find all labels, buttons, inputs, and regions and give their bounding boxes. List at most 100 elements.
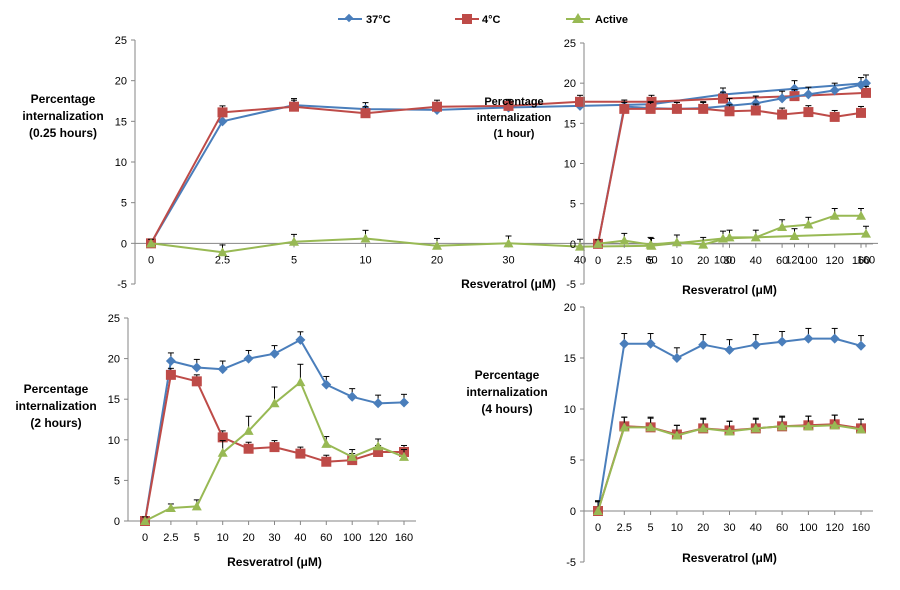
chart-title-line: Percentage (31, 92, 96, 106)
x-axis-title: Resveratrol (μM) (682, 551, 777, 565)
data-point (750, 339, 761, 350)
x-tick-label: 40 (750, 522, 762, 534)
y-tick-label: 10 (108, 435, 120, 447)
data-point (698, 103, 709, 114)
x-tick-label: 20 (697, 522, 709, 534)
data-point (347, 451, 358, 461)
data-point (432, 101, 442, 112)
data-point (619, 338, 630, 349)
data-point (217, 364, 228, 375)
data-point (503, 238, 514, 248)
data-point (856, 210, 866, 220)
data-point (321, 456, 332, 467)
data-point (724, 106, 735, 117)
x-tick-label: 40 (750, 255, 762, 267)
x-axis-title: Resveratrol (μM) (227, 555, 322, 569)
data-point (861, 228, 871, 238)
data-point (146, 238, 156, 248)
y-tick-label: 25 (564, 38, 576, 50)
y-tick-label: -5 (566, 557, 576, 569)
legend-triangle-marker (572, 13, 584, 23)
data-point (243, 353, 254, 364)
data-point (217, 247, 228, 257)
x-tick-label: 10 (359, 254, 371, 266)
data-point (645, 422, 656, 432)
series-line (597, 424, 862, 512)
legend-label-active: Active (595, 14, 628, 26)
series-line (597, 107, 862, 244)
y-tick-label: 15 (108, 394, 120, 406)
data-point (645, 338, 656, 349)
x-tick-label: 2.5 (617, 522, 632, 534)
x-axis-title: Resveratrol (μM) (461, 277, 556, 291)
x-tick-label: 100 (799, 255, 817, 267)
data-point (373, 398, 384, 409)
x-tick-label: 5 (648, 255, 654, 267)
y-tick-label: -5 (566, 279, 576, 291)
chart-4: -5 0 5 10 15 20 0 2.5 5 10 20 30 40 60 100 120 160 Resver… (466, 302, 873, 569)
data-point (191, 376, 202, 387)
data-point (777, 221, 788, 231)
chart-title-line: internalization (22, 109, 103, 123)
y-tick-label: 5 (114, 475, 120, 487)
chart-3: 0 5 10 15 20 25 0 2.5 5 10 20 30 40 60 100 120 160 Resver… (15, 313, 416, 569)
y-tick-label: 0 (570, 506, 576, 518)
x-tick-label: 30 (268, 532, 280, 544)
series-active (146, 225, 871, 257)
series-37c (593, 327, 866, 516)
x-tick-label: 10 (671, 522, 683, 534)
data-point (645, 103, 656, 114)
data-point (856, 340, 866, 351)
series-line (597, 423, 862, 512)
data-point (829, 111, 840, 122)
x-tick-label: 120 (826, 522, 844, 534)
x-tick-label: 120 (826, 255, 844, 267)
data-point (829, 210, 840, 220)
chart-title-line: (4 hours) (481, 402, 532, 416)
chart-title-line: (2 hours) (30, 416, 81, 430)
x-tick-label: 20 (242, 532, 254, 544)
x-tick-label: 0 (148, 254, 154, 266)
y-tick-label: 25 (108, 313, 120, 325)
x-tick-label: 160 (852, 522, 870, 534)
chart-title-line: internalization (466, 385, 547, 399)
x-tick-label: 60 (776, 255, 788, 267)
data-point (698, 339, 709, 350)
data-point (619, 422, 630, 432)
y-tick-label: 0 (570, 239, 576, 251)
x-tick-label: 60 (776, 522, 788, 534)
chart-title: Percentage internalization (0.25 hours) (22, 92, 103, 140)
chart-title: Percentage internalization (4 hours) (466, 368, 547, 416)
data-point (289, 236, 299, 246)
y-tick-label: 10 (115, 157, 127, 169)
legend-diamond-marker (344, 13, 354, 23)
x-tick-label: 100 (799, 522, 817, 534)
data-point (217, 447, 228, 457)
series-37c (140, 331, 409, 526)
data-point (777, 336, 788, 347)
x-tick-label: 160 (857, 254, 875, 266)
data-point (718, 93, 728, 104)
data-point (217, 432, 228, 443)
x-tick-label: 10 (671, 255, 683, 267)
data-point (671, 103, 682, 114)
chart-title-line: internalization (15, 399, 96, 413)
data-point (803, 89, 814, 100)
x-tick-label: 2.5 (617, 255, 632, 267)
x-tick-label: 120 (369, 532, 387, 544)
x-tick-label: 100 (714, 254, 732, 266)
data-point (593, 506, 603, 515)
data-point (829, 420, 840, 430)
series-active (593, 207, 866, 249)
x-tick-label: 40 (574, 254, 586, 266)
data-point (321, 379, 332, 390)
legend: 37°C 4°C Active (338, 13, 628, 26)
legend-item-4c: 4°C (455, 14, 501, 26)
data-point (575, 241, 585, 251)
series-4c (593, 101, 866, 249)
legend-item-active: Active (566, 13, 628, 26)
x-tick-label: 30 (723, 255, 735, 267)
data-point (645, 239, 656, 249)
